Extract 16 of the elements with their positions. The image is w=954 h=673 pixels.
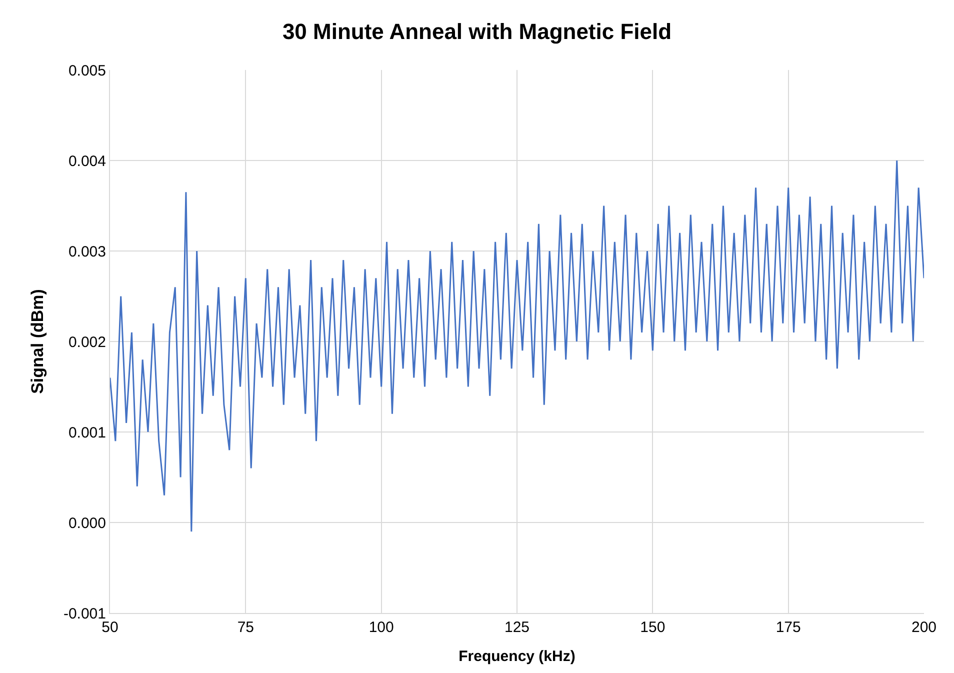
x-tick-label: 75 [237, 619, 254, 636]
line-series [110, 160, 924, 532]
x-tick-label: 150 [640, 619, 666, 636]
y-tick-label: 0.003 [68, 243, 106, 260]
x-tick-label: 175 [776, 619, 801, 636]
y-axis-title: Signal (dBm) [28, 289, 48, 394]
y-tick-label: 0.000 [68, 514, 106, 532]
x-tick-label: 125 [504, 619, 530, 636]
x-tick-label: 200 [911, 619, 937, 636]
y-tick-label: 0.002 [68, 334, 106, 351]
x-axis-title: Frequency (kHz) [458, 648, 576, 665]
chart-title: 30 Minute Anneal with Magnetic Field [282, 18, 672, 44]
y-tick-label: 0.004 [68, 152, 106, 170]
y-tick-label: 0.001 [68, 424, 106, 442]
x-tick-label: 100 [368, 619, 394, 636]
y-tick-label: 0.005 [68, 62, 106, 80]
